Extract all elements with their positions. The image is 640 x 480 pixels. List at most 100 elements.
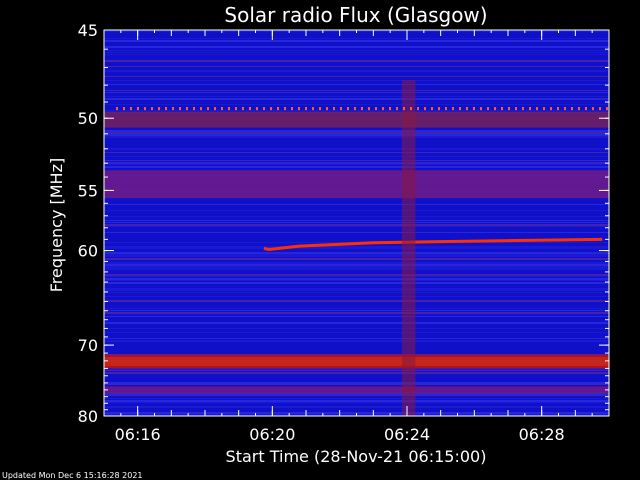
marker-dot bbox=[165, 107, 167, 111]
spectrogram-stripe bbox=[104, 262, 609, 264]
marker-dot bbox=[557, 107, 559, 111]
marker-dot bbox=[410, 107, 412, 111]
marker-dot bbox=[375, 107, 377, 111]
spectrogram-stripe bbox=[104, 402, 609, 403]
spectrogram-stripe bbox=[104, 220, 609, 221]
spectrogram-stripe bbox=[104, 40, 609, 42]
spectrogram-stripe bbox=[104, 264, 609, 266]
marker-dot bbox=[396, 107, 398, 111]
spectrogram-stripe bbox=[104, 156, 609, 157]
marker-dot bbox=[172, 107, 174, 111]
marker-dot bbox=[277, 107, 279, 111]
spectrogram-stripe bbox=[104, 308, 609, 309]
spectrogram-stripe bbox=[104, 406, 609, 408]
spectrogram-stripe bbox=[104, 96, 609, 97]
spectrogram-stripe bbox=[104, 276, 609, 277]
spectrogram-stripe bbox=[104, 98, 609, 100]
spectrogram-stripe bbox=[104, 222, 609, 223]
spectrogram-stripe bbox=[104, 92, 609, 93]
marker-dot bbox=[270, 107, 272, 111]
marker-dot bbox=[207, 107, 209, 111]
spectrogram-stripe bbox=[104, 394, 609, 396]
spectrogram-stripe bbox=[104, 256, 609, 257]
spectrogram-stripe bbox=[104, 296, 609, 297]
marker-dot bbox=[431, 107, 433, 111]
spectrogram-stripe bbox=[104, 370, 609, 371]
marker-dot bbox=[298, 107, 300, 111]
y-tick-label: 55 bbox=[78, 181, 98, 200]
x-tick-label: 06:24 bbox=[384, 425, 430, 444]
spectrogram-stripe bbox=[104, 84, 609, 85]
spectrogram-stripe bbox=[104, 52, 609, 53]
spectrogram-stripe bbox=[104, 372, 609, 374]
emission-band bbox=[104, 386, 609, 394]
interference-column bbox=[401, 80, 416, 416]
marker-dot bbox=[319, 107, 321, 111]
spectrogram-stripe bbox=[104, 104, 609, 105]
marker-dot bbox=[452, 107, 454, 111]
marker-dot bbox=[151, 107, 153, 111]
emission-band bbox=[104, 170, 609, 199]
marker-dot bbox=[354, 107, 356, 111]
spectrogram-stripe bbox=[104, 274, 609, 276]
marker-dot bbox=[459, 107, 461, 111]
chart-title: Solar radio Flux (Glasgow) bbox=[224, 3, 487, 27]
marker-dot bbox=[592, 107, 594, 111]
spectrogram-stripe bbox=[104, 90, 609, 91]
x-tick-label: 06:16 bbox=[115, 425, 161, 444]
spectrogram-stripe bbox=[104, 164, 609, 165]
spectrogram-stripe bbox=[104, 400, 609, 402]
marker-dot bbox=[606, 107, 608, 111]
spectrogram-stripe bbox=[104, 110, 609, 112]
marker-dot bbox=[305, 107, 307, 111]
marker-dot bbox=[550, 107, 552, 111]
emission-band bbox=[104, 354, 609, 369]
marker-dot bbox=[494, 107, 496, 111]
spectrogram-stripe bbox=[104, 210, 609, 211]
marker-dot bbox=[235, 107, 237, 111]
marker-dot bbox=[291, 107, 293, 111]
marker-dot bbox=[578, 107, 580, 111]
spectrogram-stripe bbox=[104, 316, 609, 317]
spectrogram-stripe bbox=[104, 50, 609, 51]
x-tick-label: 06:20 bbox=[249, 425, 295, 444]
marker-dot bbox=[263, 107, 265, 111]
spectrogram-stripe bbox=[104, 224, 609, 226]
y-tick-label: 60 bbox=[78, 242, 98, 261]
marker-dot bbox=[473, 107, 475, 111]
y-axis-label: Frequency [MHz] bbox=[47, 158, 66, 292]
marker-dot bbox=[242, 107, 244, 111]
spectrogram-stripe bbox=[104, 248, 609, 249]
marker-dot bbox=[333, 107, 335, 111]
marker-dot bbox=[382, 107, 384, 111]
update-timestamp: Updated Mon Dec 6 15:16:28 2021 bbox=[2, 471, 143, 480]
marker-dot bbox=[340, 107, 342, 111]
spectrogram-stripe bbox=[104, 130, 609, 132]
marker-dot bbox=[417, 107, 419, 111]
marker-dot bbox=[130, 107, 132, 111]
spectrogram-stripe bbox=[104, 254, 609, 256]
emission-band bbox=[104, 111, 609, 128]
spectrogram-stripe bbox=[104, 292, 609, 293]
marker-dot bbox=[137, 107, 139, 111]
plot-axes: 06:16 06:20 06:24 06:28 45 50 55 60 70 80 bbox=[78, 21, 610, 444]
marker-dot bbox=[522, 107, 524, 111]
marker-dot bbox=[389, 107, 391, 111]
marker-dot bbox=[221, 107, 223, 111]
y-tick-label: 45 bbox=[78, 21, 98, 40]
spectrogram-stripe bbox=[104, 338, 609, 339]
spectrogram-stripe bbox=[104, 46, 609, 48]
spectrogram-stripe bbox=[104, 312, 609, 314]
burst-drift-line bbox=[263, 237, 603, 252]
spectrogram-stripe bbox=[104, 38, 609, 39]
spectrogram-stripe bbox=[104, 332, 609, 333]
spectrogram-stripe bbox=[104, 322, 609, 324]
marker-dot bbox=[466, 107, 468, 111]
marker-dot bbox=[123, 107, 125, 111]
marker-dot bbox=[347, 107, 349, 111]
y-tick-label: 70 bbox=[78, 336, 98, 355]
marker-dot bbox=[193, 107, 195, 111]
spectrogram-stripe bbox=[104, 166, 609, 168]
spectrogram-stripe bbox=[104, 278, 609, 280]
